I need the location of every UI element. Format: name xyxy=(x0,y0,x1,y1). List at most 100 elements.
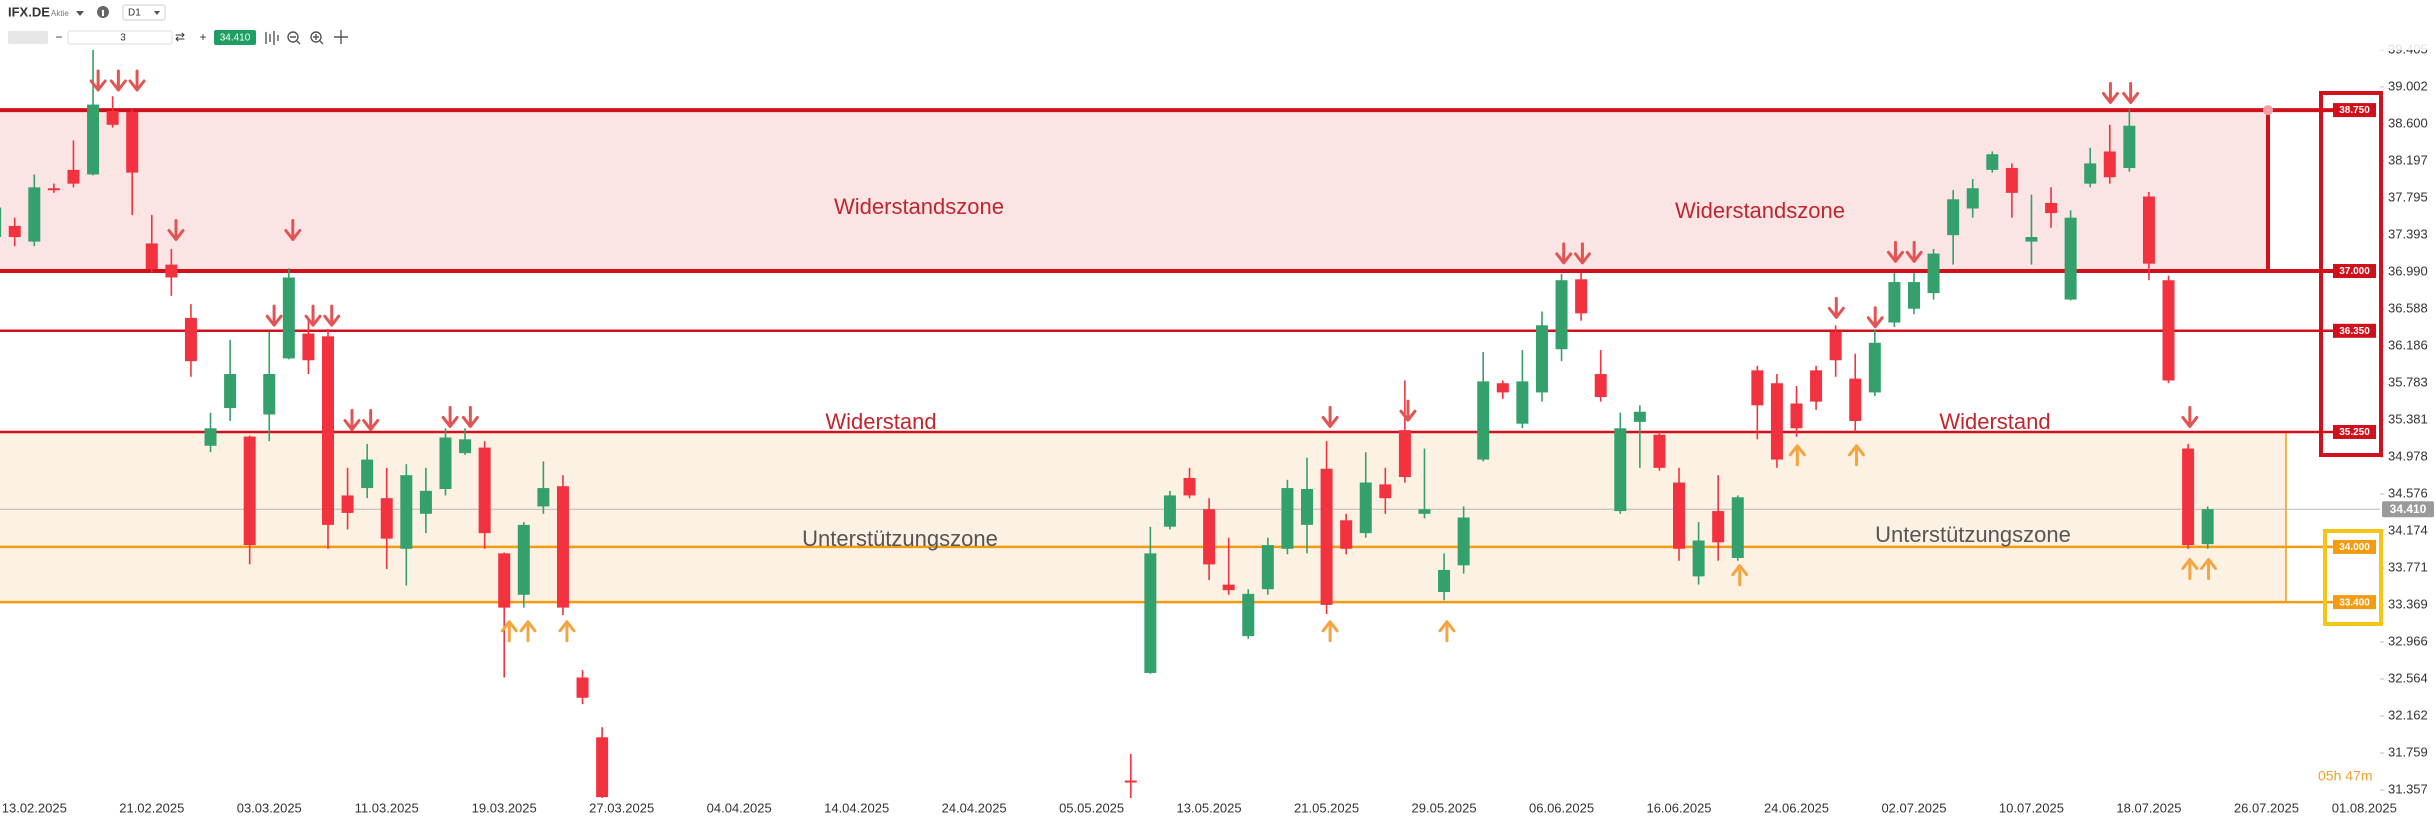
plus-button[interactable]: + xyxy=(199,30,206,44)
level-label-box xyxy=(2333,539,2376,554)
candle-body xyxy=(1222,584,1235,591)
tool-icons xyxy=(265,30,348,45)
x-tick-label: 13.02.2025 xyxy=(2,800,67,815)
y-tick-label: 32.966 xyxy=(2388,633,2428,648)
zone xyxy=(0,110,2268,272)
resistance-arrow xyxy=(265,304,283,327)
candle-body xyxy=(2123,125,2136,169)
swap-button[interactable]: ⇄ xyxy=(175,30,185,44)
toolbar-background xyxy=(0,0,2436,50)
resistance-arrow xyxy=(2122,81,2140,104)
x-tick-label: 19.03.2025 xyxy=(472,800,537,815)
candle-body xyxy=(1261,545,1274,590)
candle-body xyxy=(1907,282,1920,309)
candle-body xyxy=(0,207,2,237)
candle-body xyxy=(1770,383,1783,460)
zone-annotation: Widerstand xyxy=(1939,409,2050,434)
level-label: 35.250 xyxy=(2339,427,2370,438)
background-layer xyxy=(0,110,2286,603)
candle-body xyxy=(2025,236,2038,242)
level-label: 37.000 xyxy=(2339,266,2370,277)
x-tick-label: 11.03.2025 xyxy=(355,800,419,815)
y-tick-label: 32.564 xyxy=(2388,670,2428,685)
candle-body xyxy=(302,333,315,361)
y-tick-label: 37.795 xyxy=(2388,189,2428,204)
y-tick-label: 35.783 xyxy=(2388,374,2428,389)
resistance-arrow xyxy=(2101,81,2119,104)
candle-body xyxy=(1242,593,1255,637)
candle-body xyxy=(47,188,60,191)
support-arrow xyxy=(1438,620,1456,643)
candle-body xyxy=(165,264,178,278)
support-arrow xyxy=(1848,444,1866,467)
zoom-out-icon[interactable] xyxy=(287,31,299,43)
resistance-arrow xyxy=(1866,306,1884,329)
quantity-field[interactable] xyxy=(67,30,173,45)
y-tick-label: 31.759 xyxy=(2388,744,2428,759)
support-arrow xyxy=(1321,620,1339,643)
resistance-arrow xyxy=(109,69,127,92)
resistance-label-frame xyxy=(2319,91,2383,457)
resistance-arrow xyxy=(1827,296,1845,319)
support-arrow xyxy=(1788,444,1806,467)
candle-body xyxy=(1653,434,1666,468)
timeframe-dropdown xyxy=(154,11,160,15)
candle-body xyxy=(282,277,295,359)
x-tick-label: 03.03.2025 xyxy=(237,800,302,815)
crosshair-icon[interactable] xyxy=(334,30,348,44)
timeframe-select[interactable] xyxy=(122,4,166,21)
candle-body xyxy=(2064,217,2077,300)
candle-body xyxy=(380,498,393,539)
zoom-in-icon[interactable] xyxy=(310,31,322,43)
candle-body xyxy=(2103,151,2116,178)
candle-body xyxy=(1712,511,1725,543)
symbol[interactable]: IFX.DE xyxy=(8,4,50,19)
buy-button[interactable] xyxy=(214,30,256,45)
lines-layer xyxy=(0,108,2380,604)
sell-button[interactable] xyxy=(8,31,48,44)
resistance-arrow xyxy=(1905,240,1923,263)
timeframe: D1 xyxy=(128,8,141,19)
support-arrow xyxy=(1731,564,1749,587)
resistance-arrow xyxy=(284,219,302,242)
candle-body xyxy=(1888,282,1901,323)
candle-body xyxy=(1633,411,1646,422)
zone-annotation: Unterstützungszone xyxy=(1875,522,2071,547)
support-arrow xyxy=(2200,557,2218,580)
x-tick-label: 10.07.2025 xyxy=(1999,800,2064,815)
y-tick-label: 36.588 xyxy=(2388,300,2428,315)
candle-body xyxy=(1751,370,1764,406)
y-tick-label: 37.393 xyxy=(2388,226,2428,241)
resistance-arrow xyxy=(1886,240,1904,263)
level-label: 36.350 xyxy=(2339,326,2370,337)
candle-body xyxy=(1790,403,1803,429)
level-label: 33.400 xyxy=(2339,597,2370,608)
support-arrow xyxy=(2181,557,2199,580)
candle-body xyxy=(2084,163,2097,184)
y-tick-label: 34.978 xyxy=(2388,448,2428,463)
candle-body xyxy=(361,459,374,489)
candle-body xyxy=(204,428,217,446)
zone-annotation: Widerstandszone xyxy=(834,194,1004,219)
level-label-box xyxy=(2333,103,2376,118)
candle-body xyxy=(1340,520,1353,549)
candle-body xyxy=(145,243,158,270)
y-tick-label: 33.771 xyxy=(2388,559,2428,574)
candle-body xyxy=(1614,428,1627,512)
chart-type-icon[interactable] xyxy=(265,31,279,45)
zoom-out-glyph xyxy=(290,36,301,45)
candle-body xyxy=(1731,497,1744,558)
candle-body xyxy=(1947,199,1960,236)
x-tick-label: 06.06.2025 xyxy=(1529,800,1594,815)
x-tick-label: 01.08.2025 xyxy=(2332,800,2397,815)
candle-body xyxy=(1477,381,1490,460)
candle-body xyxy=(1320,468,1333,605)
candle-body xyxy=(1673,482,1686,549)
y-tick-label: 34.576 xyxy=(2388,485,2428,500)
candle-body xyxy=(322,336,334,525)
symbol-dropdown[interactable] xyxy=(76,11,84,16)
candle-body xyxy=(459,439,472,454)
x-tick-label: 21.05.2025 xyxy=(1294,800,1359,815)
minus-button[interactable]: − xyxy=(55,30,62,44)
candle-body xyxy=(498,553,511,608)
